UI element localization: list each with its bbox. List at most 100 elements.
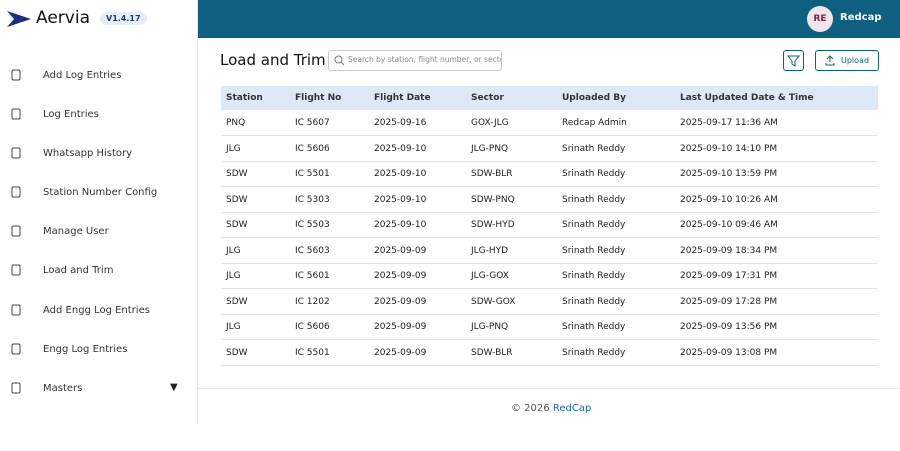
table-cell: SDW: [226, 220, 248, 230]
table-cell: 2025-09-16: [374, 118, 427, 128]
table-cell: Srinath Reddy: [562, 143, 626, 154]
table-cell: IC 5501: [295, 169, 330, 179]
user-name[interactable]: Redcap: [840, 12, 882, 23]
table-cell: IC 5606: [295, 143, 330, 154]
table-cell: SDW-HYD: [471, 220, 515, 230]
nav-label: Log Entries: [43, 108, 99, 120]
footer: © 2026 RedCap: [511, 403, 591, 414]
page-title: Load and Trim: [220, 51, 326, 69]
table-cell: SDW: [226, 194, 248, 205]
nav-label: Masters: [43, 382, 83, 394]
table-row[interactable]: [221, 314, 878, 340]
table-cell: IC 1202: [295, 296, 330, 307]
table-cell: PNQ: [226, 118, 246, 128]
nav-icon: [11, 69, 21, 81]
table-cell: IC 5303: [295, 194, 330, 205]
table-cell: JLG-PNQ: [471, 143, 509, 154]
nav-item[interactable]: Manage User: [10, 225, 109, 237]
column-header: Flight No: [295, 93, 342, 103]
table-cell: JLG: [226, 271, 241, 281]
nav-label: Load and Trim: [43, 264, 114, 276]
upload-button[interactable]: Upload: [815, 50, 879, 71]
nav-label: Engg Log Entries: [43, 343, 128, 355]
table-cell: Srinath Reddy: [562, 169, 626, 179]
table-row[interactable]: [221, 238, 878, 264]
search-icon: [334, 55, 345, 66]
nav-label: Station Number Config: [43, 186, 158, 198]
table-cell: JLG: [226, 322, 241, 332]
table-cell: JLG-PNQ: [471, 322, 509, 332]
nav-item[interactable]: Masters: [10, 382, 82, 394]
avatar[interactable]: RE: [807, 6, 833, 32]
nav-item[interactable]: Log Entries: [10, 108, 99, 120]
table-cell: Srinath Reddy: [562, 347, 626, 358]
table-cell: SDW: [226, 169, 248, 179]
table-cell: SDW-PNQ: [471, 194, 515, 205]
table-row[interactable]: [221, 263, 878, 289]
table-cell: 2025-09-09 13:56 PM: [680, 322, 778, 332]
table-cell: IC 5603: [295, 245, 330, 256]
table-row[interactable]: [221, 289, 878, 315]
nav-item[interactable]: Whatsapp History: [10, 147, 132, 159]
footer-divider: [198, 388, 900, 389]
table-cell: 2025-09-10 14:10 PM: [680, 143, 778, 154]
table-cell: 2025-09-10: [374, 194, 427, 205]
table-cell: JLG-GOX: [471, 271, 509, 281]
table-cell: 2025-09-10: [374, 220, 427, 230]
table-row[interactable]: [221, 110, 878, 136]
search-box[interactable]: Search by station, flight number, or sec…: [328, 50, 502, 71]
filter-button[interactable]: [783, 50, 804, 71]
copyright: © 2026: [511, 403, 550, 414]
nav-item[interactable]: Load and Trim: [10, 264, 113, 276]
table-cell: JLG: [226, 245, 241, 256]
nav-icon: [11, 225, 21, 237]
table-cell: 2025-09-09: [374, 322, 427, 332]
search-placeholder: Search by station, flight number, or sec…: [348, 55, 502, 64]
table-row[interactable]: [221, 136, 878, 162]
table-cell: 2025-09-09 13:08 PM: [680, 347, 778, 358]
table-cell: 2025-09-09: [374, 296, 427, 307]
column-header: Station: [226, 93, 263, 103]
table-cell: JLG: [226, 143, 241, 154]
nav-item[interactable]: Add Log Entries: [10, 69, 121, 81]
table-cell: SDW: [226, 347, 248, 358]
nav-icon: [11, 264, 21, 276]
expand-arrow[interactable]: ▼: [170, 382, 178, 393]
table-cell: Srinath Reddy: [562, 220, 626, 230]
table-cell: IC 5601: [295, 271, 330, 281]
column-header: Sector: [471, 93, 504, 103]
logo-icon: [7, 11, 31, 27]
table-cell: SDW-GOX: [471, 296, 516, 307]
table-row[interactable]: [221, 187, 878, 213]
nav-icon: [11, 304, 21, 316]
table-cell: 2025-09-09 18:34 PM: [680, 245, 778, 256]
table-cell: 2025-09-17 11:36 AM: [680, 118, 778, 128]
table-cell: IC 5606: [295, 322, 330, 332]
table-cell: Redcap Admin: [562, 118, 627, 128]
table-row[interactable]: [221, 161, 878, 187]
table-header: [221, 86, 878, 110]
table-cell: JLG-HYD: [471, 245, 509, 256]
nav-icon: [11, 186, 21, 198]
table-cell: SDW: [226, 296, 248, 307]
topbar: RE Redcap: [198, 0, 900, 38]
nav-label: Add Log Entries: [43, 69, 122, 81]
nav-label: Whatsapp History: [43, 147, 133, 159]
table-row[interactable]: [221, 212, 878, 238]
upload-icon: [825, 55, 835, 66]
nav-item[interactable]: Station Number Config: [10, 186, 157, 198]
column-header: Last Updated Date & Time: [680, 93, 814, 103]
nav-item[interactable]: Engg Log Entries: [10, 343, 127, 355]
table-cell: 2025-09-09: [374, 245, 427, 256]
nav-icon: [11, 382, 21, 394]
table-cell: SDW-BLR: [471, 169, 513, 179]
column-header: Uploaded By: [562, 93, 626, 103]
footer-brand: RedCap: [552, 403, 592, 414]
table-row[interactable]: [221, 340, 878, 366]
nav-label: Add Engg Log Entries: [43, 304, 150, 316]
table-cell: 2025-09-09: [374, 271, 427, 281]
table-cell: GOX-JLG: [471, 118, 509, 128]
table-cell: Srinath Reddy: [562, 296, 626, 307]
table-cell: 2025-09-09 17:28 PM: [680, 296, 778, 307]
nav-item[interactable]: Add Engg Log Entries: [10, 304, 150, 316]
